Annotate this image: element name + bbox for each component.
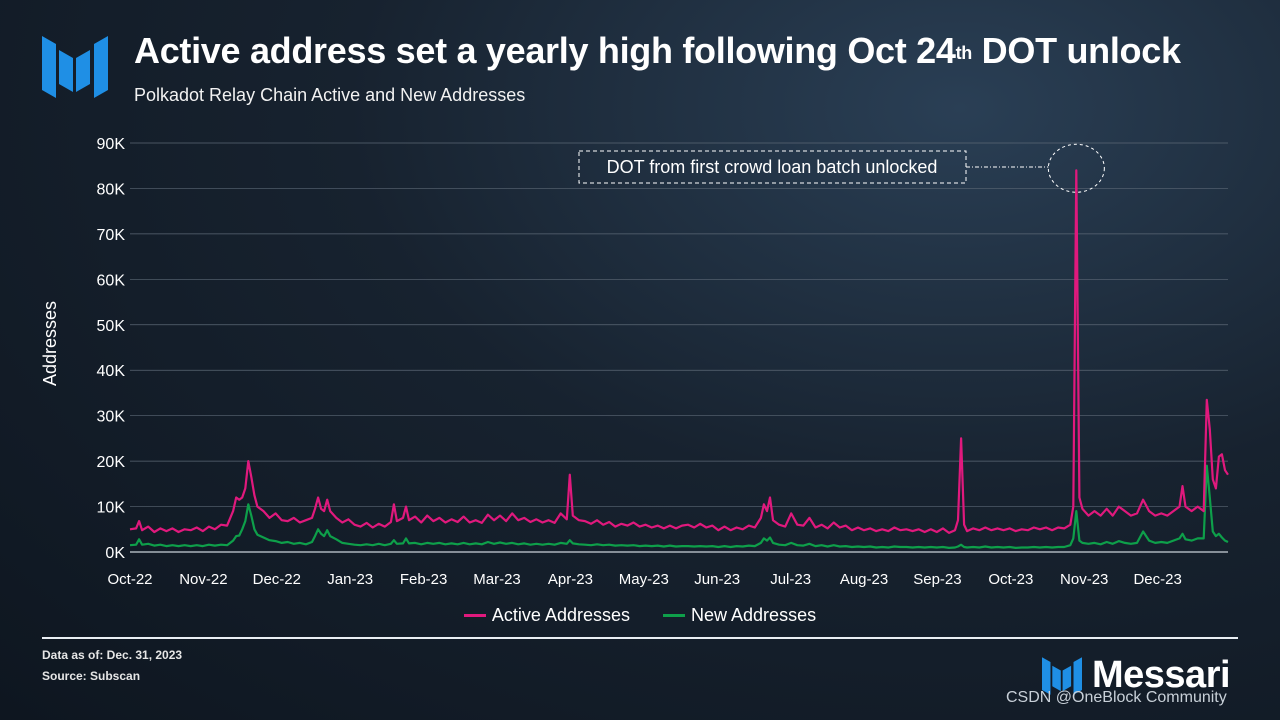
footer-divider bbox=[42, 637, 1238, 639]
active-addresses-line bbox=[129, 169, 1229, 534]
legend-swatch-active bbox=[463, 614, 486, 617]
watermark-text: CSDN @OneBlock Community bbox=[1006, 689, 1227, 706]
x-tick-label: Dec-23 bbox=[1133, 571, 1181, 588]
new-addresses-line bbox=[129, 464, 1229, 549]
x-tick-label: Jun-23 bbox=[694, 571, 740, 588]
x-tick-label: Oct-22 bbox=[107, 571, 152, 588]
annotation-circle bbox=[1047, 143, 1105, 193]
x-tick-label: Nov-23 bbox=[1060, 571, 1108, 588]
chart-title: Active address set a yearly high followi… bbox=[134, 30, 1181, 71]
legend-label-new: New Addresses bbox=[691, 605, 817, 625]
y-tick-label: 70K bbox=[97, 227, 126, 244]
messari-logo-icon bbox=[42, 36, 108, 98]
legend-item-active: Active Addresses bbox=[463, 605, 630, 626]
y-tick-label: 30K bbox=[97, 409, 126, 426]
x-tick-label: Sep-23 bbox=[913, 571, 961, 588]
messari-brand: Messari bbox=[1042, 654, 1231, 697]
x-tick-label: May-23 bbox=[619, 571, 669, 588]
brand-name: Messari bbox=[1092, 654, 1231, 696]
y-axis-label: Addresses bbox=[40, 301, 60, 386]
x-tick-label: Mar-23 bbox=[473, 571, 521, 588]
y-tick-label: 50K bbox=[97, 318, 126, 335]
y-tick-label: 90K bbox=[97, 136, 126, 153]
legend-swatch-new bbox=[663, 614, 686, 617]
source-note: Source: Subscan bbox=[42, 669, 141, 683]
messari-brand-icon bbox=[1042, 656, 1082, 695]
x-tick-label: Dec-22 bbox=[253, 571, 301, 588]
y-tick-label: 40K bbox=[97, 363, 126, 380]
y-tick-label: 20K bbox=[97, 454, 126, 471]
x-tick-label: Feb-23 bbox=[400, 571, 448, 588]
x-tick-label: Aug-23 bbox=[840, 571, 888, 588]
legend-label-active: Active Addresses bbox=[491, 605, 630, 625]
y-tick-label: 10K bbox=[97, 500, 126, 517]
y-tick-label: 0K bbox=[105, 545, 125, 562]
chart-legend: Active Addresses New Addresses bbox=[0, 601, 1280, 626]
y-tick-label: 80K bbox=[97, 181, 126, 198]
annotation-text: DOT from first crowd loan batch unlocked bbox=[607, 157, 938, 177]
chart-subtitle: Polkadot Relay Chain Active and New Addr… bbox=[134, 85, 526, 105]
x-tick-label: Apr-23 bbox=[548, 571, 593, 588]
line-chart: 0K 10K 20K 30K 40K 50K 60K 70K 80K 90K Oct-22 Nov-2… bbox=[40, 136, 1229, 588]
x-tick-label: Jul-23 bbox=[770, 571, 811, 588]
x-tick-label: Jan-23 bbox=[327, 571, 373, 588]
x-tick-label: Oct-23 bbox=[988, 571, 1033, 588]
x-tick-label: Nov-22 bbox=[179, 571, 227, 588]
legend-item-new: New Addresses bbox=[663, 605, 816, 626]
y-tick-label: 60K bbox=[97, 272, 126, 289]
data-as-of-note: Data as of: Dec. 31, 2023 bbox=[42, 648, 183, 662]
